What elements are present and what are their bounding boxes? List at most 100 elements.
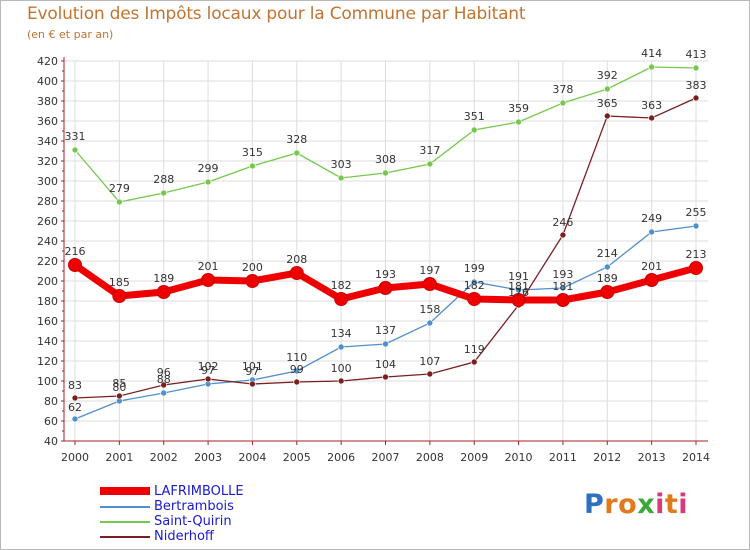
data-label-niderhoff: 119 [464, 343, 485, 356]
axis-layer: 40 60 80 100 120 140 160 180 200 220 240 260 280 300 3… [37, 55, 710, 464]
data-label-niderhoff: 107 [419, 355, 440, 368]
legend-swatch-niderhoff [100, 536, 150, 538]
data-label-niderhoff: 365 [597, 97, 618, 110]
data-label-lafrimbolle: 201 [641, 260, 662, 273]
y-tick-label: 360 [37, 115, 58, 128]
data-label-niderhoff: 96 [157, 366, 171, 379]
data-label-lafrimbolle: 216 [65, 245, 86, 258]
logo-letter: t [664, 489, 679, 520]
chart-title: Evolution des Impôts locaux pour la Comm… [27, 4, 526, 24]
data-point-niderhoff [559, 231, 567, 239]
logo-letter: r [604, 489, 619, 520]
data-point-lafrimbolle [422, 277, 437, 291]
data-label-saint-quirin: 331 [65, 130, 86, 143]
proxiti-logo: Proxiti [584, 489, 688, 520]
data-point-saint-quirin [337, 174, 345, 182]
y-tick-label: 140 [37, 335, 58, 348]
data-label-niderhoff: 383 [686, 79, 707, 92]
data-label-bertrambois: 80 [112, 381, 126, 394]
legend-item-lafrimbolle: LAFRIMBOLLE [100, 484, 320, 499]
data-point-saint-quirin [470, 126, 478, 134]
data-label-saint-quirin: 288 [153, 173, 174, 186]
data-label-bertrambois: 199 [464, 262, 485, 275]
data-point-lafrimbolle [68, 258, 82, 272]
data-point-bertrambois [71, 415, 79, 423]
data-label-lafrimbolle: 201 [198, 260, 219, 273]
data-label-niderhoff: 97 [245, 365, 259, 378]
data-label-lafrimbolle: 197 [419, 264, 440, 277]
data-label-bertrambois: 158 [419, 303, 440, 316]
data-label-niderhoff: 246 [552, 216, 573, 229]
data-label-niderhoff: 100 [331, 362, 352, 375]
x-tick-label: 2010 [505, 451, 533, 464]
legend-label-saint-quirin: Saint-Quirin [154, 514, 232, 529]
data-label-lafrimbolle: 189 [153, 272, 174, 285]
data-label-saint-quirin: 299 [198, 162, 219, 175]
data-point-saint-quirin [160, 189, 168, 197]
data-label-bertrambois: 62 [68, 401, 82, 414]
data-label-lafrimbolle: 181 [508, 280, 529, 293]
data-point-bertrambois [603, 263, 611, 271]
data-point-saint-quirin [692, 64, 700, 72]
y-tick-label: 260 [37, 215, 58, 228]
data-label-lafrimbolle: 185 [109, 276, 130, 289]
data-point-lafrimbolle [156, 285, 171, 299]
data-point-niderhoff [426, 370, 434, 378]
data-label-saint-quirin: 392 [597, 69, 618, 82]
x-tick-label: 2007 [372, 451, 400, 464]
logo-letter: i [678, 489, 689, 520]
data-point-bertrambois [470, 278, 478, 286]
x-tick-label: 2011 [549, 451, 577, 464]
data-label-lafrimbolle: 193 [375, 268, 396, 281]
data-point-saint-quirin [559, 99, 567, 107]
data-label-bertrambois: 134 [331, 327, 352, 340]
y-tick-label: 100 [37, 375, 58, 388]
x-tick-label: 2006 [327, 451, 355, 464]
logo-letter: o [618, 489, 638, 520]
data-label-bertrambois: 191 [508, 270, 529, 283]
data-point-niderhoff [116, 392, 123, 400]
legend-label-lafrimbolle: LAFRIMBOLLE [154, 484, 244, 499]
data-label-saint-quirin: 328 [286, 133, 307, 146]
data-point-niderhoff [293, 378, 301, 386]
y-tick-label: 220 [37, 255, 58, 268]
data-label-bertrambois: 110 [286, 351, 307, 364]
x-tick-label: 2008 [416, 451, 444, 464]
legend-swatch-saint-quirin [100, 521, 150, 523]
data-point-bertrambois [692, 222, 700, 230]
y-tick-label: 60 [44, 415, 58, 428]
data-label-niderhoff: 102 [198, 360, 219, 373]
x-tick-label: 2005 [283, 451, 311, 464]
data-point-niderhoff [249, 380, 256, 388]
data-label-bertrambois: 88 [157, 373, 171, 386]
data-label-saint-quirin: 279 [109, 182, 130, 195]
data-label-niderhoff: 83 [68, 379, 82, 392]
data-label-lafrimbolle: 189 [597, 272, 618, 285]
legend-item-niderhoff: Niderhoff [100, 529, 320, 544]
x-tick-label: 2013 [638, 451, 666, 464]
y-tick-label: 400 [37, 75, 58, 88]
data-label-lafrimbolle: 200 [242, 261, 263, 274]
data-label-lafrimbolle: 208 [286, 253, 307, 266]
data-point-saint-quirin [249, 162, 256, 170]
data-point-bertrambois [648, 228, 655, 236]
y-tick-label: 340 [37, 135, 58, 148]
data-point-lafrimbolle [245, 274, 260, 288]
legend-label-niderhoff: Niderhoff [154, 529, 214, 544]
data-point-lafrimbolle [689, 261, 703, 275]
legend: LAFRIMBOLLE Bertrambois Saint-Quirin Nid… [100, 484, 320, 544]
logo-letter: P [584, 489, 605, 520]
data-label-niderhoff: 99 [290, 363, 304, 376]
series-layer [68, 63, 703, 423]
data-label-saint-quirin: 359 [508, 102, 529, 115]
data-label-lafrimbolle: 181 [552, 280, 573, 293]
data-point-saint-quirin [71, 146, 79, 154]
data-label-lafrimbolle: 213 [686, 248, 707, 261]
y-tick-label: 180 [37, 295, 58, 308]
x-tick-label: 2001 [105, 451, 133, 464]
data-point-niderhoff [160, 381, 168, 389]
data-point-lafrimbolle [289, 266, 304, 280]
data-label-bertrambois: 193 [552, 268, 573, 281]
data-point-lafrimbolle [511, 293, 526, 307]
data-label-saint-quirin: 414 [641, 47, 662, 60]
